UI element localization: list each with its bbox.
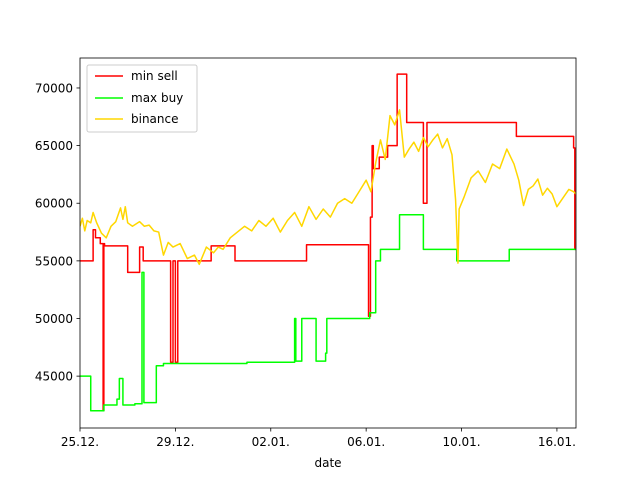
series-line-min-sell xyxy=(80,73,576,412)
legend-label-max-buy: max buy xyxy=(131,91,183,105)
plot-frame xyxy=(79,57,577,429)
plot-area xyxy=(80,73,576,412)
series-line-binance xyxy=(80,109,576,266)
series-layer xyxy=(80,73,576,412)
x-tick-label: 02.01. xyxy=(252,435,290,449)
y-tick-label: 45000 xyxy=(35,370,73,384)
y-tick-label: 70000 xyxy=(35,81,73,95)
legend-label-binance: binance xyxy=(131,112,179,126)
legend: min sell max buy binance xyxy=(86,64,198,133)
y-tick-label: 50000 xyxy=(35,312,73,326)
y-tick-label: 65000 xyxy=(35,139,73,153)
y-tick-label: 55000 xyxy=(35,254,73,268)
series-line-max-buy xyxy=(80,214,576,412)
x-tick-label: 16.01. xyxy=(538,435,576,449)
x-axis: 25.12. 29.12. 02.01. 06.01. 10.01. 16.01. xyxy=(61,428,576,449)
legend-box xyxy=(86,64,198,133)
legend-label-min-sell: min sell xyxy=(131,69,178,83)
x-tick-label: 10.01. xyxy=(442,435,480,449)
x-axis-label: date xyxy=(314,456,341,470)
x-tick-label: 29.12. xyxy=(156,435,194,449)
x-tick-label: 06.01. xyxy=(347,435,385,449)
y-tick-label: 60000 xyxy=(35,197,73,211)
y-axis: 45000 50000 55000 60000 65000 70000 xyxy=(35,81,80,384)
x-tick-label: 25.12. xyxy=(61,435,99,449)
